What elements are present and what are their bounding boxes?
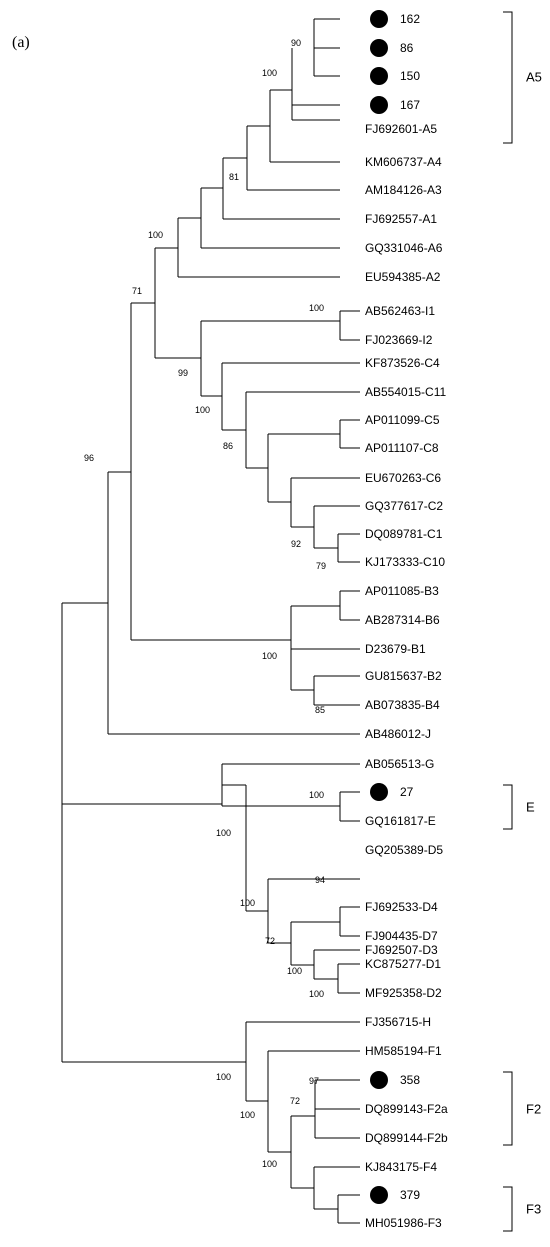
bootstrap-value: 97 [309,1076,319,1086]
leaf-label: AB554015-C11 [365,385,446,399]
leaf-label: AB287314-B6 [365,613,440,627]
bootstrap-values: 90 100 81 100 71 100 99 100 86 92 79 96 … [84,38,326,1169]
sample-marker-dot [370,783,388,801]
sample-marker-dot [370,39,388,57]
leaf-label: 358 [400,1073,420,1087]
leaf-label: 27 [400,785,414,799]
leaf-label: DQ089781-C1 [365,527,443,541]
clade-label-f3: F3 [526,1202,541,1217]
panel-label: (a) [12,34,30,51]
bootstrap-value: 100 [148,230,163,240]
leaf-label: FJ692601-A5 [365,122,437,136]
sample-marker-dot [370,10,388,28]
bootstrap-value: 100 [309,989,324,999]
leaf-label: AP011107-C8 [365,441,439,455]
clade-bracket-e [503,784,513,830]
bootstrap-value: 100 [195,405,210,415]
bootstrap-value: 72 [265,936,275,946]
bootstrap-value: 72 [290,1096,300,1106]
leaf-label: EU594385-A2 [365,270,441,284]
leaf-label: FJ023669-I2 [365,333,433,347]
leaf-label: FJ692533-D4 [365,900,438,914]
bootstrap-value: 86 [223,441,233,451]
leaf-label: HM585194-F1 [365,1044,442,1058]
clade-label-f2: F2 [526,1102,541,1117]
clade-bracket-f2 [503,1071,513,1146]
tree-leaves: 162 86 150 167 FJ692601-A5 KM606737-A4 A… [365,10,448,1230]
bootstrap-value: 100 [262,1159,277,1169]
clade-label-e: E [526,800,535,815]
leaf-label: 86 [400,41,414,55]
bootstrap-value: 92 [291,539,301,549]
leaf-label: AP011099-C5 [365,413,440,427]
bootstrap-value: 85 [315,705,325,715]
leaf-label: GQ205389-D5 [365,843,443,857]
bootstrap-value: 79 [316,561,326,571]
leaf-label: MH051986-F3 [365,1216,442,1230]
leaf-label: KC875277-D1 [365,957,441,971]
bootstrap-value: 100 [309,790,324,800]
bootstrap-value: 99 [178,368,188,378]
bootstrap-value: 100 [262,651,277,661]
bootstrap-value: 100 [216,828,231,838]
leaf-label: AB562463-I1 [365,304,435,318]
leaf-label: FJ904435-D7 [365,929,438,943]
leaf-label: KJ173333-C10 [365,555,445,569]
tree-branches [61,18,360,1224]
leaf-label: MF925358-D2 [365,986,442,1000]
leaf-label: 150 [400,69,420,83]
leaf-label: AB486012-J [365,727,431,741]
leaf-label: KJ843175-F4 [365,1160,437,1174]
leaf-label: AB073835-B4 [365,698,440,712]
bootstrap-value: 100 [309,303,324,313]
sample-marker-dot [370,96,388,114]
bootstrap-value: 100 [287,966,302,976]
leaf-label: GQ331046-A6 [365,241,443,255]
bootstrap-value: 90 [291,38,301,48]
clade-bracket-a5 [503,11,513,144]
leaf-label: AB056513-G [365,757,434,771]
bootstrap-value: 100 [216,1072,231,1082]
bootstrap-value: 100 [240,1110,255,1120]
bootstrap-value: 96 [84,453,94,463]
clade-bracket-f3 [503,1186,513,1232]
leaf-label: GQ161817-E [365,814,436,828]
leaf-label: FJ692507-D3 [365,943,438,957]
leaf-label: AM184126-A3 [365,183,442,197]
bootstrap-value: 94 [315,875,325,885]
leaf-label: EU670263-C6 [365,471,441,485]
leaf-label: KF873526-C4 [365,356,440,370]
leaf-label: AP011085-B3 [365,584,439,598]
leaf-label: GQ377617-C2 [365,499,443,513]
leaf-label: GU815637-B2 [365,669,442,683]
leaf-label: DQ899144-F2b [365,1131,448,1145]
bootstrap-value: 71 [132,286,142,296]
bootstrap-value: 100 [240,898,255,908]
sample-marker-dot [370,1186,388,1204]
clade-brackets: A5 E F2 F3 [503,11,542,1232]
leaf-label: FJ356715-H [365,1015,431,1029]
leaf-label: D23679-B1 [365,642,426,656]
clade-label-a5: A5 [526,70,542,85]
sample-marker-dot [370,1071,388,1089]
leaf-label: KM606737-A4 [365,155,442,169]
bootstrap-value: 81 [229,172,239,182]
leaf-label: FJ692557-A1 [365,212,437,226]
bootstrap-value: 100 [262,68,277,78]
leaf-label: 162 [400,12,420,26]
leaf-label: 167 [400,98,420,112]
leaf-label: DQ899143-F2a [365,1102,448,1116]
sample-marker-dot [370,67,388,85]
leaf-label: 379 [400,1188,420,1202]
